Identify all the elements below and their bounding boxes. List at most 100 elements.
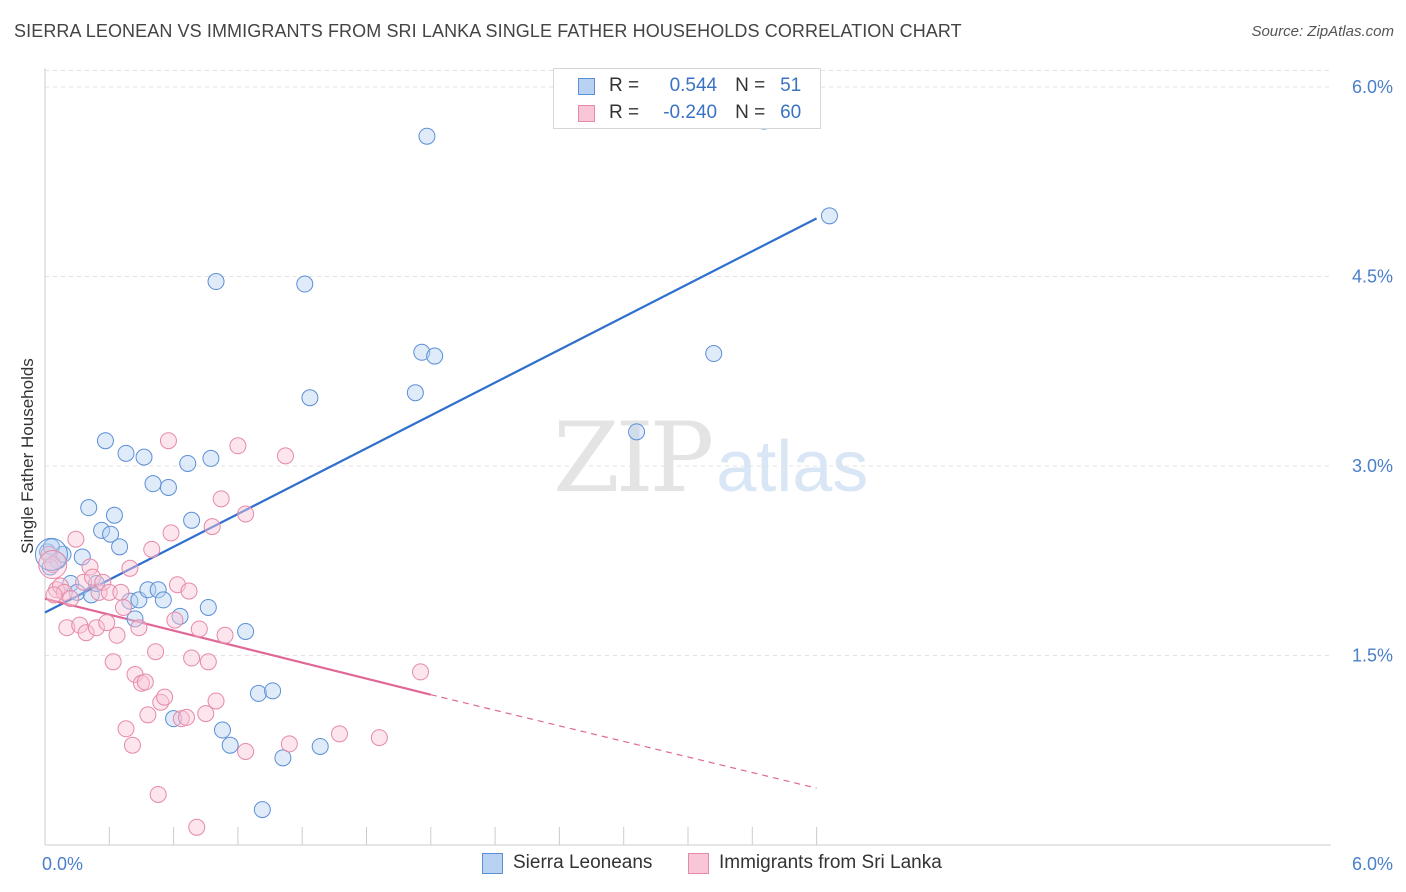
legend-n-label: N = — [735, 102, 766, 123]
sri-lanka-point — [159, 432, 177, 450]
sri-lanka-point — [84, 568, 102, 586]
data-points — [34, 112, 838, 836]
sri-lanka-point — [58, 619, 76, 637]
sri-lanka-point — [77, 624, 95, 642]
sri-lanka-point — [199, 653, 217, 671]
sierra-leonean-point — [253, 801, 271, 819]
sri-lanka-point — [197, 705, 215, 723]
legend-n-label: N = — [735, 75, 766, 96]
sri-lanka-point — [216, 626, 234, 644]
y-tick-label: 1.5% — [1352, 645, 1393, 665]
sri-lanka-point — [67, 530, 85, 548]
sri-lanka-point — [143, 540, 161, 558]
sierra-leonean-point — [628, 423, 646, 441]
sierra-leonean-point — [154, 591, 172, 609]
sri-lanka-point — [139, 706, 157, 724]
legend-swatch-pink — [578, 104, 595, 122]
sierra-leonean-point — [221, 736, 239, 754]
sri-lanka-point — [229, 437, 247, 455]
sierra-leonean-point — [183, 511, 201, 529]
sierra-leonean-point — [135, 448, 153, 466]
sri-lanka-point — [370, 729, 388, 747]
sierra-leonean-point — [139, 581, 157, 599]
sri-lanka-point — [117, 720, 135, 738]
sri-lanka-point — [180, 582, 198, 600]
sri-lanka-point — [276, 447, 294, 465]
sri-lanka-point — [330, 725, 348, 743]
sri-lanka-point — [212, 490, 230, 508]
sri-lanka-point — [162, 524, 180, 542]
sri-lanka-point — [45, 586, 63, 604]
sierra-leonean-point — [96, 432, 114, 450]
sri-lanka-point — [81, 558, 99, 576]
grid-lines — [45, 70, 1331, 656]
sri-lanka-point — [177, 708, 195, 726]
sierra-leonean-point — [301, 389, 319, 407]
sierra-leonean-point — [418, 127, 436, 145]
watermark-zip: ZIP — [553, 402, 714, 514]
sri-lanka-point — [90, 583, 108, 601]
sierra-leonean-trend-line — [44, 217, 818, 614]
sierra-leonean-point — [126, 610, 144, 628]
sierra-leonean-point — [406, 384, 424, 402]
sierra-leonean-point — [213, 721, 231, 739]
sierra-leonean-point — [93, 521, 111, 539]
sri-lanka-point — [87, 619, 105, 637]
sri-lanka-point — [75, 573, 93, 591]
sierra-leonean-point — [426, 347, 444, 365]
y-tick-label: 6.0% — [1352, 77, 1393, 97]
sri-lanka-point — [114, 598, 132, 616]
sierra-leonean-point — [121, 592, 139, 610]
sri-lanka-point — [55, 583, 73, 601]
sri-lanka-point — [190, 620, 208, 638]
y-tick-label: 3.0% — [1352, 456, 1393, 476]
sri-lanka-trend-extension — [430, 694, 817, 789]
sierra-leonean-point — [274, 749, 292, 767]
legend-item-sierra-leoneans: Sierra Leoneans — [482, 852, 652, 874]
sri-lanka-point — [121, 559, 139, 577]
sierra-leonean-point — [249, 684, 267, 702]
sierra-leonean-point — [296, 275, 314, 293]
sierra-leonean-point — [264, 682, 282, 700]
sri-lanka-point — [104, 653, 122, 671]
source-credit: Source: ZipAtlas.com — [1251, 23, 1394, 40]
sri-lanka-point — [108, 626, 126, 644]
y-axis-label: Single Father Households — [18, 358, 37, 554]
sierra-leonean-point — [820, 207, 838, 225]
sri-lanka-point — [207, 692, 225, 710]
sri-lanka-point — [203, 518, 221, 536]
sri-lanka-point — [44, 556, 62, 574]
sri-lanka-point — [147, 643, 165, 661]
sri-lanka-point — [188, 818, 206, 836]
legend-item-label: Immigrants from Sri Lanka — [719, 852, 942, 873]
sierra-leonean-point — [202, 449, 220, 467]
sri-lanka-point — [149, 785, 167, 803]
legend-item-sri-lanka: Immigrants from Sri Lanka — [688, 852, 942, 874]
sri-lanka-point — [123, 736, 141, 754]
sierra-leonean-point — [199, 598, 217, 616]
sierra-leonean-cluster-point — [34, 537, 68, 571]
sierra-leonean-point — [311, 737, 329, 755]
sierra-leonean-point — [705, 345, 723, 363]
sierra-leonean-point — [68, 583, 86, 601]
sri-lanka-trend-line — [44, 597, 432, 696]
sri-lanka-point — [156, 688, 174, 706]
legend-swatch-pink — [688, 852, 709, 874]
sri-lanka-point — [166, 611, 184, 629]
sierra-leonean-point — [413, 343, 431, 361]
sierra-leonean-point — [102, 525, 120, 543]
sierra-leonean-point — [117, 444, 135, 462]
legend-r-value: -0.240 — [663, 102, 718, 123]
sri-lanka-point — [412, 663, 430, 681]
legend-swatch-blue — [482, 852, 503, 874]
sierra-leonean-point — [159, 478, 177, 496]
sri-lanka-point — [183, 649, 201, 667]
y-tick-label: 4.5% — [1352, 266, 1393, 286]
sierra-leonean-point — [207, 273, 225, 291]
legend-n-value: 51 — [780, 75, 802, 96]
watermark-atlas: atlas — [716, 427, 869, 507]
sri-lanka-point — [237, 743, 255, 761]
x-tick-label-max: 6.0% — [1352, 854, 1393, 874]
sierra-leonean-point — [105, 506, 123, 524]
